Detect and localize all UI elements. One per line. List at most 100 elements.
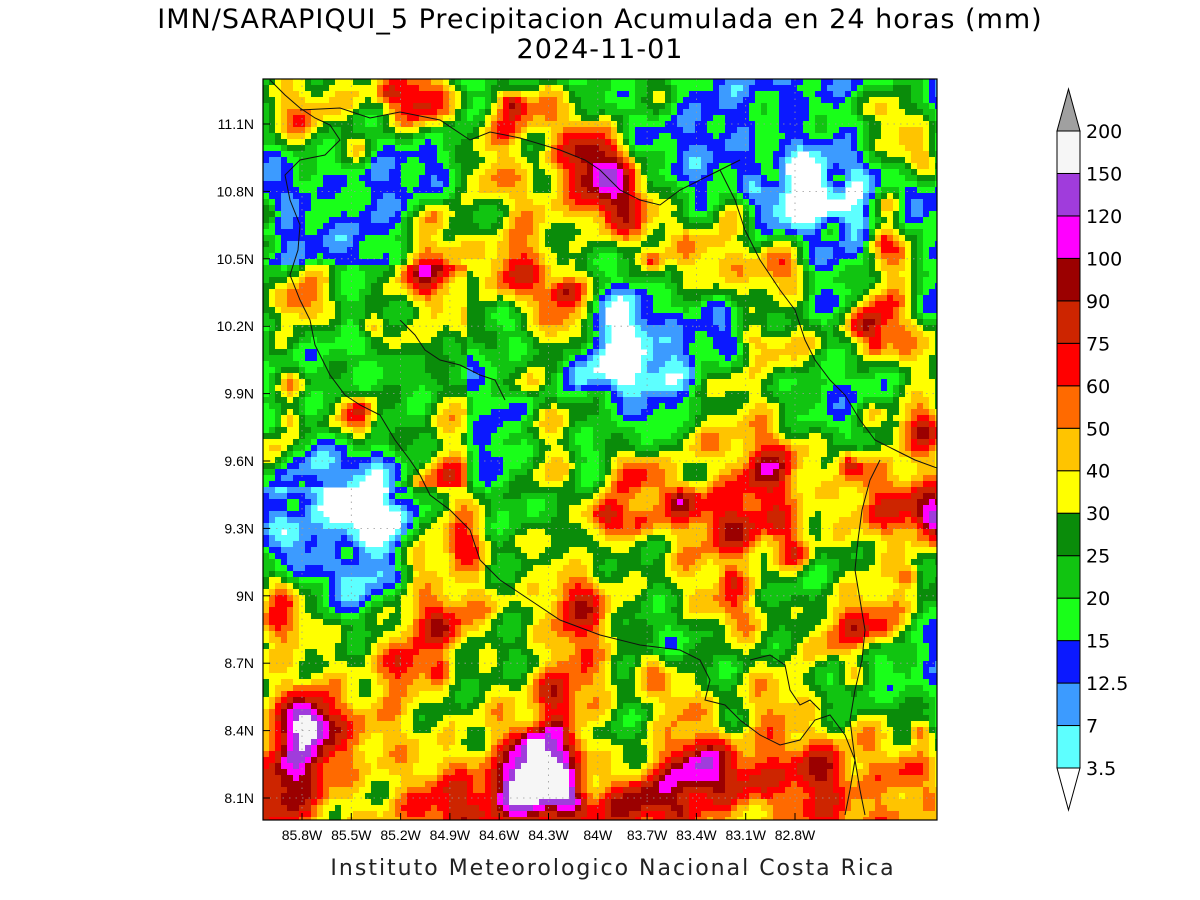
- precip-cell: [785, 289, 792, 296]
- precip-cell: [527, 157, 534, 164]
- precip-cell: [281, 157, 288, 164]
- precip-cell: [935, 247, 937, 254]
- precip-cell: [893, 241, 900, 248]
- precip-cell: [401, 265, 408, 272]
- precip-cell: [317, 211, 324, 218]
- precip-cell: [875, 235, 882, 242]
- precip-cell: [893, 169, 900, 176]
- precip-cell: [509, 157, 516, 164]
- precip-cell: [371, 187, 378, 194]
- precip-cell: [407, 193, 414, 200]
- precip-cell: [275, 223, 282, 230]
- precip-cell: [467, 145, 474, 152]
- precip-cell: [935, 157, 937, 164]
- precip-cell: [305, 121, 312, 128]
- precip-cell: [803, 271, 810, 278]
- precip-cell: [317, 301, 324, 308]
- precip-cell: [773, 241, 780, 248]
- precip-cell: [515, 169, 522, 176]
- precip-cell: [479, 175, 486, 182]
- precip-cell: [701, 157, 708, 164]
- precip-cell: [629, 151, 636, 158]
- precip-cell: [839, 271, 846, 278]
- precip-cell: [341, 247, 348, 254]
- precip-cell: [887, 235, 894, 242]
- precip-cell: [731, 277, 738, 284]
- precip-cell: [533, 259, 540, 266]
- precip-cell: [413, 271, 420, 278]
- precip-cell: [767, 277, 774, 284]
- precip-cell: [389, 253, 396, 260]
- precip-cell: [371, 241, 378, 248]
- precip-cell: [491, 97, 498, 104]
- precip-cell: [659, 163, 666, 170]
- precip-cell: [317, 319, 324, 326]
- precip-cell: [911, 343, 918, 350]
- precip-cell: [773, 163, 780, 170]
- precip-cell: [767, 337, 774, 344]
- precip-cell: [503, 259, 510, 266]
- precip-cell: [839, 103, 846, 110]
- precip-cell: [383, 223, 390, 230]
- precip-cell: [605, 331, 612, 338]
- precip-cell: [917, 205, 924, 212]
- precip-cell: [659, 331, 666, 338]
- precip-cell: [401, 253, 408, 260]
- precip-cell: [371, 103, 378, 110]
- precip-cell: [731, 103, 738, 110]
- precip-cell: [725, 85, 732, 92]
- precip-cell: [689, 175, 696, 182]
- precip-cell: [587, 91, 594, 98]
- precip-cell: [401, 139, 408, 146]
- precip-cell: [629, 109, 636, 116]
- precip-cell: [269, 175, 276, 182]
- precip-cell: [815, 139, 822, 146]
- precip-cell: [569, 193, 576, 200]
- precip-cell: [851, 127, 858, 134]
- precip-cell: [593, 319, 600, 326]
- precip-cell: [383, 307, 390, 314]
- precip-cell: [323, 289, 330, 296]
- precip-cell: [899, 235, 906, 242]
- precip-cell: [269, 181, 276, 188]
- precip-cell: [323, 157, 330, 164]
- precip-cell: [899, 91, 906, 98]
- precip-cell: [395, 325, 402, 332]
- precip-cell: [347, 151, 354, 158]
- precip-cell: [305, 259, 312, 266]
- precip-cell: [725, 199, 732, 206]
- precip-cell: [323, 337, 330, 344]
- precip-cell: [569, 181, 576, 188]
- precip-cell: [869, 265, 876, 272]
- precip-cell: [923, 139, 930, 146]
- precip-cell: [689, 247, 696, 254]
- precip-cell: [353, 283, 360, 290]
- precip-cell: [425, 325, 432, 332]
- precip-cell: [647, 163, 654, 170]
- precip-cell: [419, 313, 426, 320]
- precip-cell: [581, 85, 588, 92]
- precip-cell: [485, 97, 492, 104]
- precip-cell: [731, 181, 738, 188]
- precip-cell: [389, 79, 396, 86]
- precip-cell: [635, 307, 642, 314]
- precip-cell: [881, 265, 888, 272]
- precip-cell: [509, 259, 516, 266]
- precip-cell: [833, 277, 840, 284]
- precip-cell: [923, 127, 930, 134]
- precip-cell: [431, 259, 438, 266]
- precip-cell: [299, 169, 306, 176]
- precip-cell: [695, 301, 702, 308]
- precip-cell: [635, 211, 642, 218]
- precip-cell: [365, 97, 372, 104]
- precip-cell: [263, 163, 270, 170]
- precip-cell: [695, 271, 702, 278]
- precip-cell: [605, 103, 612, 110]
- precip-cell: [299, 325, 306, 332]
- precip-cell: [281, 307, 288, 314]
- precip-cell: [437, 187, 444, 194]
- precip-cell: [695, 337, 702, 344]
- precip-cell: [719, 187, 726, 194]
- precip-cell: [695, 187, 702, 194]
